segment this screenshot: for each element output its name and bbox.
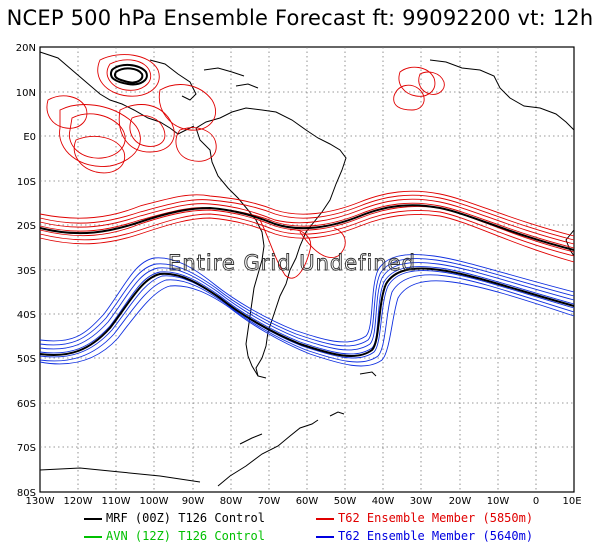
lat-label: 20N <box>16 43 36 54</box>
lat-label: E0 <box>23 132 36 143</box>
lat-label: 70S <box>17 443 36 454</box>
legend-swatch <box>316 517 334 520</box>
legend-swatch <box>84 535 102 538</box>
lat-label: 40S <box>17 310 36 321</box>
graticule <box>40 47 574 492</box>
legend-swatch <box>84 517 102 520</box>
overlay-message: Entire Grid Undefined <box>168 251 416 275</box>
lat-label: 80S <box>17 488 36 499</box>
lon-label: 120W <box>64 496 93 507</box>
legend-mrf-control: MRF (00Z) T126 Control <box>84 511 265 525</box>
blue-member-contours <box>39 254 575 367</box>
lon-label: 90W <box>182 496 205 507</box>
legend-label: MRF (00Z) T126 Control <box>106 511 265 525</box>
lon-label: 130W <box>26 496 55 507</box>
lat-label: 30S <box>17 266 36 277</box>
lon-label: 80W <box>220 496 243 507</box>
lon-label: 20W <box>449 496 472 507</box>
lat-label: 10N <box>16 88 36 99</box>
lat-label: 20S <box>17 221 36 232</box>
legend-avn-control: AVN (12Z) T126 Control <box>84 529 265 543</box>
coastlines <box>39 51 575 487</box>
lon-label: 100W <box>140 496 169 507</box>
lon-label: 10W <box>487 496 510 507</box>
lon-label: 110W <box>102 496 131 507</box>
legend-blue-member: T62 Ensemble Member (5640m) <box>316 529 533 543</box>
lon-label: 10E <box>562 496 581 507</box>
red-member-contours <box>39 54 575 279</box>
mrf-control-5640 <box>39 267 575 357</box>
latitude-labels: 20N 10N E0 10S 20S 30S 40S 50S 60S 70S 8… <box>16 43 36 499</box>
legend-red-member: T62 Ensemble Member (5850m) <box>316 511 533 525</box>
lon-label: 30W <box>410 496 433 507</box>
lat-label: 60S <box>17 399 36 410</box>
lon-label: 70W <box>258 496 281 507</box>
mrf-control-5850 <box>39 204 575 251</box>
legend-label: AVN (12Z) T126 Control <box>106 529 265 543</box>
lon-label: 50W <box>334 496 357 507</box>
lon-label: 0 <box>533 496 539 507</box>
lon-label: 60W <box>296 496 319 507</box>
legend-swatch <box>316 535 334 538</box>
control-contours <box>39 64 575 357</box>
longitude-labels: 130W 120W 110W 100W 90W 80W 70W 60W 50W … <box>26 496 582 507</box>
legend-label: T62 Ensemble Member (5640m) <box>338 529 534 543</box>
mrf-control-blob <box>110 64 148 86</box>
lat-label: 50S <box>17 354 36 365</box>
map-title: NCEP 500 hPa Ensemble Forecast ft: 99092… <box>6 6 594 30</box>
lat-label: 10S <box>17 177 36 188</box>
lon-label: 40W <box>372 496 395 507</box>
legend-label: T62 Ensemble Member (5850m) <box>338 511 534 525</box>
